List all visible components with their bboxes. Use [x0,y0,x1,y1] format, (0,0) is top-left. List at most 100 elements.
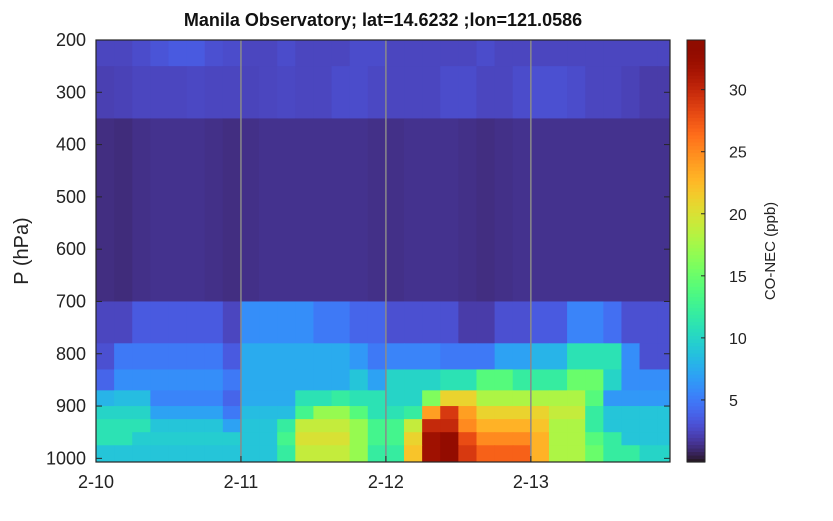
colorbar-segment [687,289,705,294]
heatmap-cell [204,406,224,420]
heatmap-cell [240,419,260,433]
heatmap-cell [222,369,242,391]
heatmap-cell [277,343,296,370]
colorbar-segment [687,152,705,157]
heatmap-cell [458,301,477,344]
heatmap-cell [259,406,278,420]
heatmap-cell [422,301,441,344]
heatmap-cell [603,343,622,370]
heatmap-cell [96,432,115,446]
heatmap-cell [168,40,188,67]
heatmap-cell [476,343,496,370]
heatmap-cell [277,419,296,433]
heatmap-cell [132,40,151,67]
colorbar-segment [687,342,705,347]
heatmap-cell [422,445,441,463]
heatmap-cell [512,369,532,391]
heatmap-cell [277,118,296,302]
heatmap-cell [96,40,115,67]
heatmap-cell [621,369,641,391]
colorbar-segment [687,191,705,196]
colorbar-segment [687,99,705,104]
colorbar-segment [687,68,705,73]
heatmap-cell [277,369,296,391]
heatmap-cell [494,66,514,119]
heatmap-cell [476,301,496,344]
heatmap-cell [404,301,423,344]
heatmap-cell [548,432,568,446]
heatmap-cell [621,406,641,420]
heatmap-cell [114,432,133,446]
colorbar-segment [687,212,705,217]
colorbar-segment [687,240,705,245]
heatmap-cell [494,419,514,433]
heatmap-cell [530,40,550,67]
y-tick-label: 700 [56,291,86,311]
heatmap-cell [385,118,405,302]
y-tick-label: 300 [56,82,86,102]
heatmap-cell [96,390,115,407]
heatmap-cell [639,445,659,463]
heatmap-cell [603,390,622,407]
heatmap-cell [494,343,514,370]
heatmap-cell [530,432,550,446]
heatmap-cell [331,406,351,420]
colorbar-segment [687,96,705,101]
colorbar-segment [687,170,705,175]
heatmap-cell [639,406,659,420]
heatmap-cell [313,40,333,67]
colorbar-segment [687,377,705,382]
heatmap-cell [404,118,423,302]
heatmap-cell [168,66,188,119]
colorbar-segment [687,113,705,118]
heatmap-cell [422,66,441,119]
colorbar-segment [687,419,705,424]
heatmap-cell [114,390,133,407]
heatmap-cell [530,419,550,433]
heatmap-cell [204,40,224,67]
heatmap-cell [114,343,133,370]
heatmap-cell [422,419,441,433]
heatmap-cell [259,390,278,407]
heatmap-cell [259,40,278,67]
heatmap-cell [385,419,405,433]
heatmap-cell [657,390,671,407]
colorbar-segment [687,47,705,52]
heatmap-cell [331,301,351,344]
heatmap-cell [603,432,622,446]
heatmap-cell [476,406,496,420]
heatmap-cell [548,390,568,407]
heatmap-cell [222,390,242,407]
colorbar-segment [687,265,705,270]
heatmap-cell [404,432,423,446]
heatmap-cell [295,118,314,302]
heatmap-cell [222,40,242,67]
colorbar-segment [687,296,705,301]
heatmap-cell [621,343,641,370]
heatmap-cell [512,40,532,67]
heatmap-cell [585,445,604,463]
heatmap-cell [657,406,671,420]
heatmap-cell [349,118,369,302]
colorbar-segment [687,324,705,329]
heatmap-cell [603,445,622,463]
heatmap-cell [530,390,550,407]
heatmap-cell [132,432,151,446]
heatmap-cell [530,343,550,370]
y-tick-label: 400 [56,135,86,155]
heatmap-cell [476,66,496,119]
heatmap-cell [548,118,568,302]
colorbar-segment [687,416,705,421]
colorbar-segment [687,395,705,400]
heatmap-cell [204,445,224,463]
heatmap-cell [295,343,314,370]
heatmap-cell [458,445,477,463]
heatmap-cell [567,343,586,370]
colorbar-segment [687,275,705,280]
heatmap-cell [657,445,671,463]
colorbar-segment [687,391,705,396]
heatmap-cell [96,406,115,420]
heatmap-cell [603,40,622,67]
heatmap-cell [204,343,224,370]
heatmap-cell [186,369,206,391]
